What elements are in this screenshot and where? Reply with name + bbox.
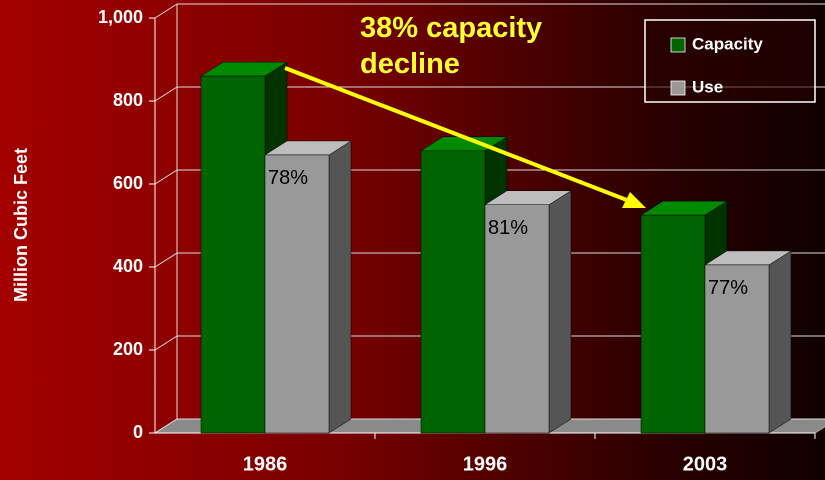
bar-side [768,250,792,434]
legend-label: Capacity [692,34,763,53]
y-tick-label: 400 [113,256,143,276]
grid-line-side [154,418,178,434]
y-tick-label: 1,000 [98,7,143,27]
legend-box [644,19,816,103]
share-label: 77% [708,277,748,299]
annotation: 38% capacity decline [360,12,543,80]
legend: Capacity Use [644,19,816,103]
grid-line-side [154,86,178,102]
legend-swatch [670,80,686,96]
legend-label: Use [692,77,723,96]
grid-line-side [154,169,178,185]
legend-swatch [670,37,686,53]
bar [704,264,770,434]
share-label: 78% [268,167,308,189]
grid-line-side [154,252,178,268]
bar-side [328,140,352,434]
grid-line-side [154,335,178,351]
x-tick-label: 2003 [683,453,728,475]
bar [640,214,706,434]
trend-arrow [284,66,633,204]
x-tick-label: 1996 [463,453,508,475]
bar [200,75,266,434]
y-tick-label: 800 [113,90,143,110]
bar [484,204,550,434]
grid-line-side [154,3,178,19]
x-tick-label: 1986 [243,453,288,475]
bar [264,154,330,434]
y-axis-label: Million Cubic Feet [11,148,31,302]
y-tick-label: 200 [113,339,143,359]
bar [420,150,486,434]
y-tick-label: 0 [133,422,143,442]
trend-arrowhead [622,192,646,208]
share-label: 81% [488,217,528,239]
y-tick-label: 600 [113,173,143,193]
bar-side [548,190,572,434]
